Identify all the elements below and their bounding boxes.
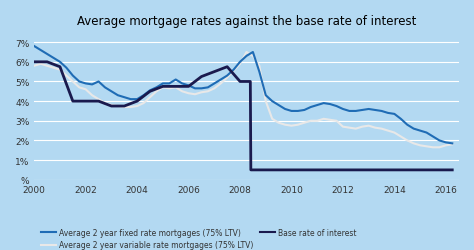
Legend: Average 2 year fixed rate mortgages (75% LTV), Average 2 year variable rate mort: Average 2 year fixed rate mortgages (75%… — [38, 225, 360, 250]
Title: Average mortgage rates against the base rate of interest: Average mortgage rates against the base … — [77, 15, 416, 28]
